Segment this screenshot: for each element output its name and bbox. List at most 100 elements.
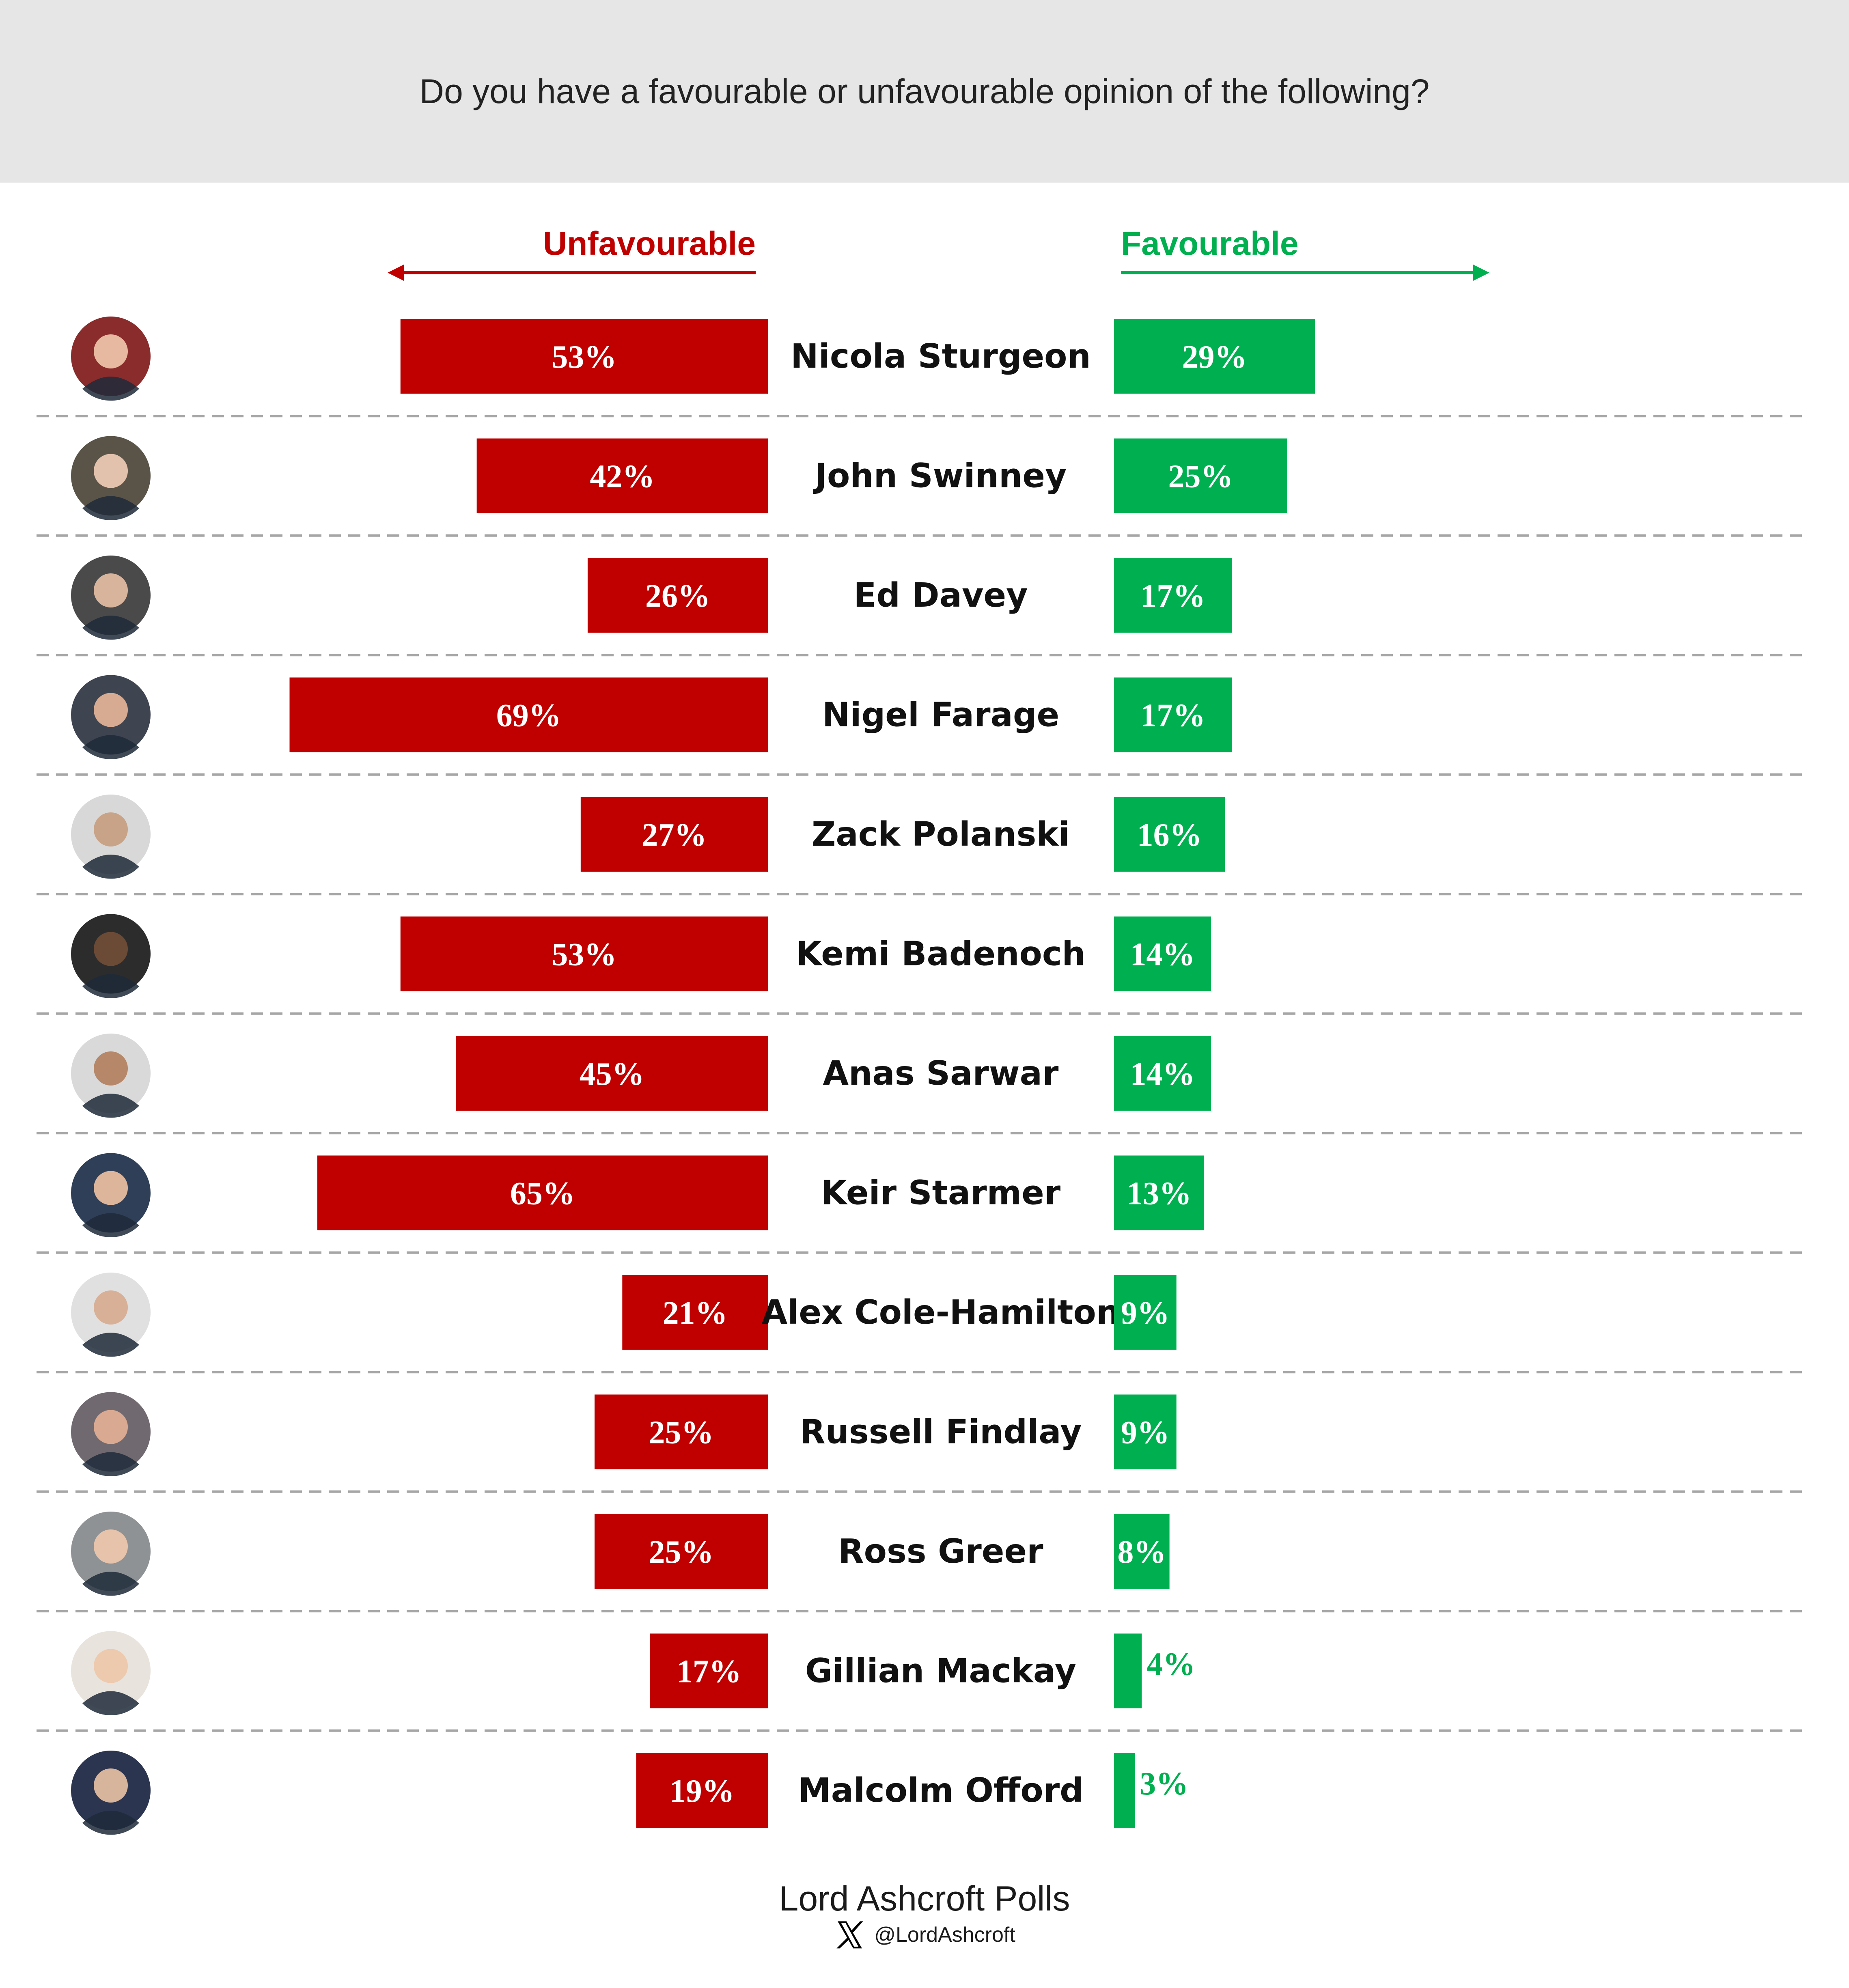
favourable-value: 14% xyxy=(1130,937,1195,973)
favourable-value: 25% xyxy=(1168,459,1233,495)
unfavourable-value: 65% xyxy=(510,1176,575,1212)
unfavourable-bar xyxy=(400,916,768,991)
favourable-value: 17% xyxy=(1140,698,1205,734)
unfavourable-bar xyxy=(580,797,768,872)
respondent-name: Malcolm Offord xyxy=(798,1771,1084,1810)
unfavourable-header: Unfavourable xyxy=(543,225,756,262)
header-band xyxy=(0,0,1849,183)
unfavourable-bar xyxy=(650,1633,768,1708)
unfavourable-value: 42% xyxy=(590,459,655,495)
avatar-shoulders xyxy=(82,855,139,879)
avatar-shoulders xyxy=(82,974,139,998)
avatar-shoulders xyxy=(82,616,139,640)
favourable-bar xyxy=(1114,677,1232,752)
footer-handle-row: @LordAshcroft xyxy=(0,1919,1849,1951)
avatar-shoulders xyxy=(82,1691,139,1715)
respondent-name: Keir Starmer xyxy=(821,1174,1061,1213)
unfavourable-bar xyxy=(636,1753,768,1828)
favourable-value: 8% xyxy=(1117,1534,1166,1570)
favourable-value: 17% xyxy=(1140,578,1205,614)
unfavourable-value: 27% xyxy=(642,817,707,853)
avatar-shoulders xyxy=(82,1572,139,1596)
favourable-value: 13% xyxy=(1127,1176,1192,1212)
favourable-bar xyxy=(1114,1155,1205,1230)
favourable-bar xyxy=(1114,319,1315,394)
unfavourable-arrow xyxy=(388,265,756,281)
unfavourable-value: 53% xyxy=(552,339,616,375)
favourable-value: 4% xyxy=(1146,1647,1195,1682)
favourable-bar xyxy=(1114,1514,1170,1589)
avatar-face xyxy=(94,932,128,966)
unfavourable-bar xyxy=(587,558,768,633)
avatar-shoulders xyxy=(82,496,139,520)
respondent-name: Gillian Mackay xyxy=(805,1652,1076,1691)
unfavourable-value: 21% xyxy=(663,1295,728,1331)
unfavourable-bar xyxy=(289,677,768,752)
respondent-name: Ed Davey xyxy=(853,576,1028,615)
avatar-face xyxy=(94,1290,128,1325)
favourable-value: 16% xyxy=(1137,817,1202,853)
avatar-face xyxy=(94,1410,128,1444)
favourable-arrow xyxy=(1121,265,1489,281)
unfavourable-bar xyxy=(400,319,768,394)
unfavourable-bar xyxy=(317,1155,768,1230)
favourable-bar xyxy=(1114,1753,1135,1828)
footer-title: Lord Ashcroft Polls xyxy=(779,1879,1070,1918)
unfavourable-value: 17% xyxy=(677,1654,741,1690)
respondent-name: Nicola Sturgeon xyxy=(791,337,1091,376)
respondent-name: John Swinney xyxy=(813,457,1067,495)
avatar-face xyxy=(94,573,128,607)
chart-question: Do you have a favourable or unfavourable… xyxy=(419,72,1430,110)
respondent-name: Kemi Badenoch xyxy=(796,935,1086,974)
avatar-face xyxy=(94,693,128,727)
favourable-bar xyxy=(1114,1275,1177,1350)
favourable-bar xyxy=(1114,558,1232,633)
unfavourable-bar xyxy=(595,1514,768,1589)
avatar-face xyxy=(94,812,128,846)
favourable-bar xyxy=(1114,1036,1211,1111)
unfavourable-bar xyxy=(595,1394,768,1469)
favourable-header: Favourable xyxy=(1121,225,1298,262)
x-logo-icon xyxy=(836,1921,863,1949)
avatar-face xyxy=(94,334,128,368)
favourable-bar xyxy=(1114,1633,1142,1708)
unfavourable-value: 53% xyxy=(552,937,616,973)
favourable-bar xyxy=(1114,916,1211,991)
avatar-shoulders xyxy=(82,1213,139,1237)
avatar-shoulders xyxy=(82,1811,139,1835)
avatar-shoulders xyxy=(82,735,139,759)
avatar-shoulders xyxy=(82,1094,139,1118)
respondent-name: Zack Polanski xyxy=(812,815,1070,854)
unfavourable-bar xyxy=(476,438,768,513)
favourable-bar xyxy=(1114,438,1287,513)
avatar-face xyxy=(94,1051,128,1086)
favourable-value: 9% xyxy=(1121,1295,1170,1331)
avatar-shoulders xyxy=(82,1452,139,1476)
respondent-name: Ross Greer xyxy=(838,1532,1043,1571)
respondent-name: Russell Findlay xyxy=(800,1413,1082,1452)
respondent-name: Alex Cole-Hamilton xyxy=(762,1293,1120,1332)
unfavourable-value: 25% xyxy=(649,1534,714,1570)
favourable-bar xyxy=(1114,797,1225,872)
favourable-value: 9% xyxy=(1121,1415,1170,1451)
unfavourable-bar xyxy=(622,1275,768,1350)
unfavourable-value: 45% xyxy=(580,1056,644,1092)
avatar-face xyxy=(94,1768,128,1803)
respondent-name: Nigel Farage xyxy=(822,696,1059,734)
avatar-shoulders xyxy=(82,377,139,401)
unfavourable-bar xyxy=(456,1036,768,1111)
footer-handle: @LordAshcroft xyxy=(874,1923,1015,1947)
favourable-bar xyxy=(1114,1394,1177,1469)
unfavourable-value: 19% xyxy=(670,1773,735,1809)
avatar-face xyxy=(94,1171,128,1205)
unfavourable-value: 26% xyxy=(645,578,710,614)
favourable-value: 14% xyxy=(1130,1056,1195,1092)
avatar-face xyxy=(94,454,128,488)
respondent-name: Anas Sarwar xyxy=(823,1054,1059,1093)
avatar-shoulders xyxy=(82,1333,139,1357)
unfavourable-value: 69% xyxy=(496,698,561,734)
avatar-face xyxy=(94,1529,128,1564)
favourable-value: 3% xyxy=(1140,1766,1188,1802)
chart-rows: 53% Nicola Sturgeon 29% 42% John Swinney 25% 2… xyxy=(37,317,1806,1835)
